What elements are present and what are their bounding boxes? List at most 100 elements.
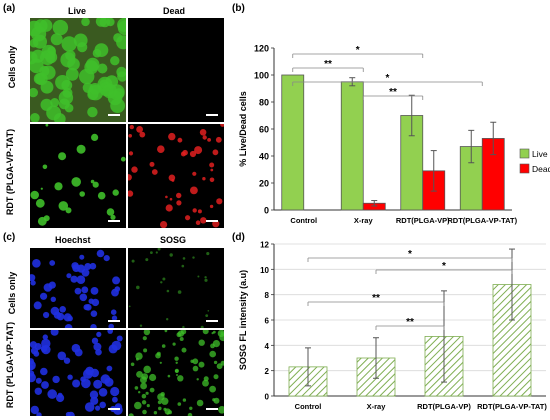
cell-blob: [56, 312, 65, 321]
cell-blob: [41, 345, 51, 355]
cell-blob: [93, 379, 103, 389]
cell-blob: [139, 324, 143, 327]
cell-blob: [212, 220, 220, 228]
cell-blob: [84, 402, 95, 412]
cell-blob: [89, 390, 99, 399]
col-header-dead: Dead: [163, 6, 186, 16]
x-tick-label: RDT(PLGA-VP): [417, 402, 471, 411]
cell-blob: [139, 131, 146, 138]
cell-blob: [136, 357, 139, 361]
cell-blob: [213, 360, 218, 365]
cell-blob: [192, 171, 197, 176]
cell-blob: [73, 33, 88, 48]
cell-blob: [81, 286, 89, 294]
cell-blob: [192, 365, 199, 372]
cell-blob: [81, 268, 90, 277]
chart-live-dead: % Live/Dead cells 0 20 40 60 80 100 120 Control X…: [238, 44, 550, 226]
y-tick-label: 0: [264, 206, 269, 216]
cell-blob: [48, 281, 56, 289]
cell-blob: [41, 381, 49, 389]
cell-blob: [157, 393, 165, 401]
cell-blob: [205, 314, 209, 317]
y-tick-label: 8: [265, 291, 270, 300]
cell-blob: [45, 124, 49, 127]
cell-blob: [30, 405, 39, 415]
cell-blob: [189, 406, 193, 410]
cell-blob: [30, 190, 39, 200]
cell-blob: [76, 275, 86, 284]
cell-blob: [192, 358, 199, 365]
cell-blob: [90, 310, 98, 317]
cell-blob: [74, 287, 82, 295]
cell-blob: [110, 386, 120, 397]
cell-blob: [202, 177, 206, 181]
cell-blob: [202, 330, 209, 335]
panel-label-a: (a): [3, 3, 16, 14]
cell-blob: [30, 360, 36, 371]
cell-blob: [107, 330, 113, 334]
cell-blob: [141, 373, 149, 380]
cell-blob: [177, 290, 182, 294]
cell-blob: [103, 255, 110, 262]
cell-blob: [176, 200, 182, 206]
cell-blob: [96, 249, 105, 258]
cell-blob: [212, 340, 220, 348]
cell-blob: [145, 391, 149, 395]
cell-blob: [153, 411, 158, 415]
y-tick-label: 0: [265, 393, 270, 402]
cell-blob: [185, 215, 191, 221]
panel-label-b: (b): [232, 3, 245, 14]
cell-blob: [111, 315, 118, 321]
cell-blob: [157, 400, 162, 405]
micrograph-live-rdt: [30, 124, 126, 228]
panel-label-c: (c): [3, 232, 16, 243]
cell-blob: [209, 204, 214, 209]
cell-blob: [110, 309, 117, 315]
cell-blob: [197, 209, 202, 214]
cell-blob: [35, 198, 45, 208]
cell-blob: [203, 376, 209, 382]
cell-blob: [138, 391, 141, 394]
cell-blob: [177, 402, 182, 406]
cell-blob: [168, 132, 176, 141]
cell-blob: [110, 214, 116, 220]
x-tick-label: RDT(PLGA-VP-TAT): [447, 216, 517, 225]
cell-blob: [130, 362, 135, 367]
cell-blob: [202, 379, 209, 387]
cell-blob: [182, 149, 188, 156]
cell-blob: [110, 56, 120, 66]
cell-blob: [61, 36, 77, 52]
cell-blob: [219, 333, 224, 342]
cell-blob: [189, 150, 197, 158]
cell-blob: [177, 137, 183, 143]
cell-blob: [90, 396, 99, 405]
legend-entry: Dead: [532, 164, 550, 174]
micrograph-sosg-rdt: [128, 330, 224, 416]
cell-blob: [79, 254, 85, 260]
cell-blob: [155, 352, 161, 359]
cell-blob: [79, 191, 85, 197]
cell-blob: [76, 144, 86, 154]
cell-blob: [167, 374, 171, 378]
cell-blob: [160, 221, 168, 228]
cell-blob: [128, 174, 132, 181]
cell-blob: [215, 136, 222, 143]
cell-blob: [52, 19, 69, 36]
cell-blob: [92, 181, 99, 188]
cell-blob: [111, 340, 122, 351]
cell-blob: [190, 186, 198, 195]
cell-blob: [120, 156, 126, 162]
cell-blob: [209, 350, 216, 358]
cell-blob: [40, 187, 43, 190]
cell-blob: [160, 281, 163, 284]
cell-blob: [33, 350, 40, 357]
cell-blob: [146, 404, 150, 408]
cell-blob: [216, 198, 223, 205]
cell-blob: [106, 208, 115, 216]
cell-blob: [197, 275, 200, 278]
cell-blob: [204, 278, 208, 282]
y-tick-label: 80: [259, 98, 269, 108]
chart-sosg-intensity: SOSG FL intensity (a.u) 0 2 4 6 8 10 12 Control X…: [238, 241, 547, 412]
cell-blob: [89, 262, 97, 270]
col-header-sosg: SOSG: [160, 235, 187, 245]
